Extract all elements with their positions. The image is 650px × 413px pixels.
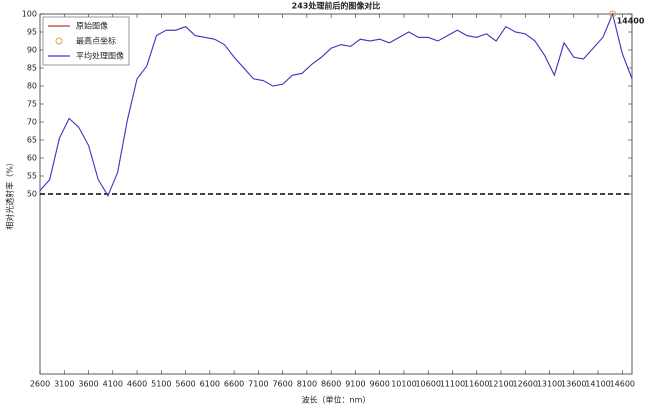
y-tick-label: 100 [22, 10, 37, 19]
x-tick-label: 13100 [537, 380, 562, 389]
x-tick-label: 4100 [103, 380, 123, 389]
x-tick-label: 6600 [224, 380, 244, 389]
x-tick-label: 3100 [54, 380, 74, 389]
x-tick-label: 14600 [610, 380, 635, 389]
legend-label: 原始图像 [76, 21, 108, 31]
x-tick-label: 11600 [464, 380, 489, 389]
x-tick-label: 9100 [345, 380, 365, 389]
y-tick-label: 60 [27, 154, 37, 163]
x-tick-label: 4600 [127, 380, 147, 389]
x-tick-label: 2600 [30, 380, 50, 389]
peak-marker [609, 10, 617, 18]
x-tick-label: 8600 [321, 380, 341, 389]
legend-label: 平均处理图像 [76, 51, 124, 61]
y-axis-label: 相对光透射率（%） [5, 158, 15, 230]
x-tick-label: 7100 [248, 380, 268, 389]
y-tick-label: 75 [27, 100, 37, 109]
y-tick-label: 65 [27, 136, 37, 145]
y-tick-label: 50 [27, 190, 37, 199]
legend-label: 最高点坐标 [76, 36, 116, 46]
legend-swatch [55, 37, 63, 45]
x-tick-label: 14100 [585, 380, 610, 389]
peak-label: 14400 [617, 17, 645, 26]
x-tick-label: 7600 [272, 380, 292, 389]
x-tick-label: 11100 [440, 380, 465, 389]
y-tick-label: 90 [27, 46, 37, 55]
x-tick-label: 12100 [488, 380, 513, 389]
y-tick-label: 70 [27, 118, 37, 127]
y-tick-label: 55 [27, 172, 37, 181]
x-tick-label: 5600 [175, 380, 195, 389]
x-tick-label: 13600 [561, 380, 586, 389]
x-tick-label: 3600 [78, 380, 98, 389]
y-tick-label: 80 [27, 82, 37, 91]
x-tick-label: 8100 [297, 380, 317, 389]
y-tick-label: 95 [27, 28, 37, 37]
legend-box [42, 16, 130, 66]
y-tick-label: 85 [27, 64, 37, 73]
x-tick-label: 10600 [415, 380, 440, 389]
chart-title: 243处理前后的图像对比 [292, 1, 381, 11]
x-tick-label: 10100 [391, 380, 416, 389]
x-tick-label: 9600 [369, 380, 389, 389]
x-tick-label: 5100 [151, 380, 171, 389]
series-line [39, 12, 633, 197]
x-tick-label: 12600 [513, 380, 538, 389]
x-tick-label: 6100 [200, 380, 220, 389]
x-axis-label: 波长（单位：nm） [302, 395, 371, 405]
